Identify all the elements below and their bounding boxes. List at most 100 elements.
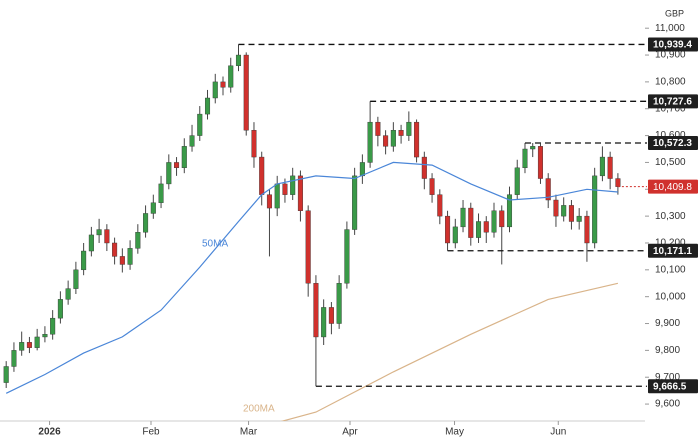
candle-body — [158, 183, 164, 203]
y-tick-label: 10,900 — [655, 50, 686, 61]
candle-body — [88, 234, 94, 252]
candle-body — [390, 130, 396, 147]
candle-body — [476, 221, 482, 238]
candle-body — [119, 256, 125, 265]
candle-body — [584, 215, 590, 244]
candle-body — [42, 334, 48, 338]
candle-body — [11, 350, 17, 367]
candle-body — [313, 283, 319, 338]
candle-body — [506, 194, 513, 228]
candle-body — [568, 205, 574, 222]
plot-area — [3, 44, 621, 421]
candle-body — [398, 130, 404, 136]
candle-body — [437, 194, 443, 217]
ma-label: 200MA — [243, 404, 275, 415]
candle-body — [34, 336, 40, 348]
candle-body — [228, 65, 234, 88]
candle-body — [468, 207, 474, 238]
y-tick-label: 10,100 — [655, 264, 686, 275]
candle-body — [96, 229, 102, 236]
candle-body — [421, 156, 427, 179]
ma-label: 50MA — [202, 239, 228, 250]
level-label: 10,939.4 — [653, 40, 692, 51]
candle-body — [259, 156, 265, 195]
candle-body — [367, 121, 373, 163]
candle-body — [197, 113, 203, 136]
currency-label: GBP — [665, 8, 684, 18]
candle-body — [321, 307, 327, 338]
candle-body — [429, 178, 435, 195]
candle-body — [104, 229, 110, 244]
moving-average — [5, 161, 618, 394]
level-label: 10,171.1 — [653, 246, 692, 257]
candle-body — [592, 175, 598, 244]
candle-body — [150, 202, 156, 214]
y-tick-label: 10,800 — [655, 77, 686, 88]
x-tick-label: Apr — [342, 427, 358, 438]
candle-body — [65, 288, 71, 300]
level-label: 9,666.5 — [653, 381, 687, 392]
last-price-label: 10,409.8 — [653, 182, 692, 193]
candle-body — [112, 242, 118, 257]
y-tick-label: 9,700 — [655, 372, 680, 383]
y-tick-label: 10,600 — [655, 130, 686, 141]
level-box — [648, 136, 698, 151]
candle-body — [328, 307, 334, 324]
candle-body — [615, 178, 621, 187]
candle-body — [599, 156, 605, 177]
candle-body — [491, 210, 497, 233]
candle-body — [406, 121, 412, 136]
candle-body — [336, 283, 342, 324]
candle-body — [143, 213, 149, 233]
candle-body — [243, 54, 249, 131]
candle-body — [344, 229, 350, 284]
candle-body — [290, 175, 296, 195]
candle-body — [81, 250, 87, 271]
candle-body — [297, 175, 303, 211]
candle-body — [607, 156, 613, 179]
moving-average — [280, 282, 619, 421]
candle-body — [189, 135, 195, 147]
candle-body — [545, 178, 551, 201]
level-box — [648, 37, 698, 52]
candle-body — [561, 205, 567, 217]
candle-body — [50, 317, 56, 335]
candle-body — [514, 167, 520, 195]
candle-body — [274, 183, 280, 209]
candle-body — [445, 215, 451, 244]
candle-body — [576, 215, 582, 222]
candle-body — [235, 54, 242, 66]
level-box — [648, 243, 698, 258]
x-tick-label: Feb — [142, 427, 160, 438]
candle-body — [522, 148, 528, 169]
candle-body — [553, 199, 559, 217]
candle-body — [3, 366, 9, 383]
x-tick-label: 2026 — [38, 427, 61, 438]
candle-body — [127, 248, 133, 265]
level-box — [648, 94, 698, 109]
last-price-box — [648, 179, 698, 194]
candle-body — [383, 135, 389, 147]
y-tick-label: 9,600 — [655, 399, 680, 410]
level-label: 10,727.6 — [653, 96, 692, 107]
candle-body — [530, 146, 536, 150]
candle-body — [282, 183, 288, 195]
y-tick-label: 9,800 — [655, 345, 680, 356]
candle-body — [73, 269, 79, 289]
candle-body — [460, 207, 466, 228]
candle-body — [483, 221, 489, 233]
candle-body — [204, 97, 211, 115]
candle-body — [212, 81, 218, 99]
candle-body — [19, 342, 25, 351]
candle-body — [251, 130, 257, 158]
level-label: 10,572.3 — [653, 138, 692, 149]
candle-body — [57, 299, 63, 319]
candle-body — [181, 146, 187, 169]
y-tick-label: 10,200 — [655, 238, 686, 249]
x-tick-label: May — [445, 427, 464, 438]
y-tick-label: 10,300 — [655, 211, 686, 222]
candle-body — [166, 162, 172, 185]
candle-body — [359, 162, 365, 177]
candle-body — [352, 175, 358, 230]
